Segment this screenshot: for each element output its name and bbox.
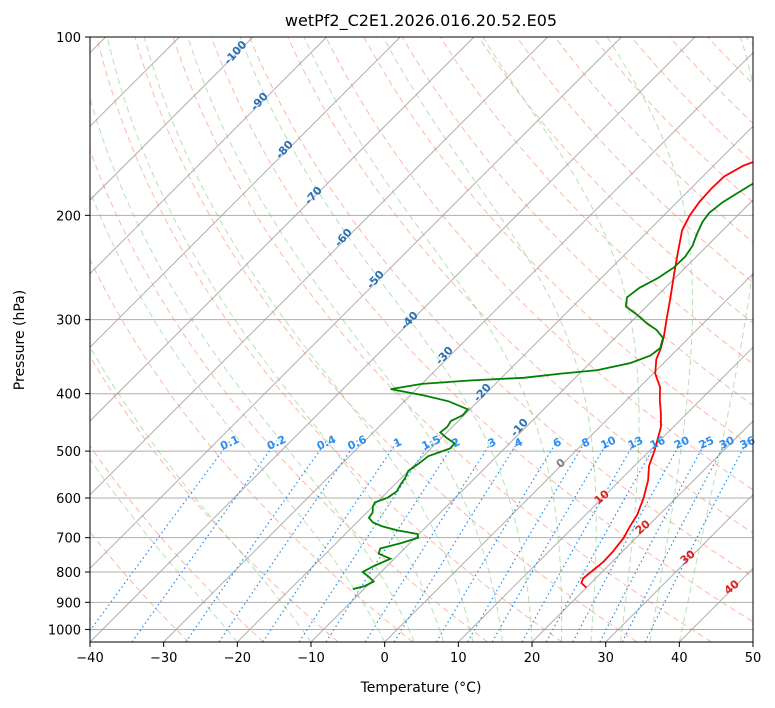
x-tick-label: 50 — [745, 651, 762, 666]
isotherm-line — [163, 51, 753, 642]
moist-adiabat-line — [303, 37, 563, 642]
mixing-ratio-line — [466, 440, 587, 642]
isotherm-line — [90, 37, 622, 570]
moist-adiabat-line — [482, 37, 640, 642]
mixing-ratio-line — [185, 440, 328, 642]
y-tick-label: 200 — [56, 209, 81, 224]
mixing-ratio-line — [621, 440, 728, 642]
x-axis-label: Temperature (°C) — [360, 680, 482, 696]
moist-adiabat-line — [106, 37, 445, 642]
y-tick-label: 400 — [56, 388, 81, 403]
isotherm-line — [90, 37, 328, 275]
mixing-ratio-line — [521, 440, 637, 642]
y-tick-label: 300 — [56, 314, 81, 329]
dry-adiabat-line — [134, 37, 638, 642]
x-tick-label: 40 — [671, 651, 688, 666]
y-tick-label: 900 — [56, 596, 81, 611]
isotherm-line — [90, 37, 696, 642]
moist-adiabat-line — [678, 37, 753, 642]
dry-adiabat-line — [90, 258, 414, 642]
x-tick-label: 10 — [450, 651, 467, 666]
chart-title: wetPf2_C2E1.2026.016.20.52.E05 — [285, 11, 557, 31]
dry-adiabat-line — [287, 37, 753, 534]
moist-adiabat-line — [143, 37, 474, 642]
moist-adiabat-line — [90, 189, 386, 642]
isotherm-line — [90, 37, 254, 201]
moist-adiabat-line — [90, 346, 312, 642]
isotherm-line — [236, 125, 753, 642]
x-tick-label: −10 — [297, 651, 324, 666]
y-axis-label: Pressure (hPa) — [12, 290, 28, 390]
moist-adiabat-line — [90, 458, 238, 642]
moist-adiabat-line — [90, 96, 415, 642]
axes: −40 −30 −20 −10 0 10 20 30 40 50 100 200 300 400 500 60… — [48, 31, 761, 666]
mixing-ratio-label: 13 — [626, 434, 645, 452]
isotherm-line — [90, 37, 475, 422]
plot-frame — [89, 36, 754, 643]
y-tick-label: 700 — [56, 532, 81, 547]
isotherm-line — [90, 37, 549, 496]
x-tick-label: −40 — [76, 651, 103, 666]
dry-adiabat-line — [325, 37, 753, 491]
mixing-ratio-line — [298, 440, 432, 642]
isotherm-line — [90, 37, 401, 349]
isotherm-line — [531, 420, 753, 642]
dewpoint-profile — [352, 182, 753, 590]
moist-adiabat-line — [606, 37, 693, 642]
dry-adiabat-line — [516, 37, 753, 284]
mixing-ratio-line — [491, 440, 609, 642]
mixing-ratio-line — [545, 440, 659, 642]
profile-series — [352, 161, 753, 590]
background-lines — [90, 37, 753, 642]
x-tick-label: 0 — [381, 651, 389, 666]
dry-adiabat-line — [172, 37, 712, 642]
isotherm-line — [384, 272, 753, 642]
y-tick-label: 100 — [56, 31, 81, 46]
x-tick-label: 30 — [597, 651, 614, 666]
moist-adiabat-line — [187, 37, 503, 642]
isotherm-line — [310, 199, 753, 642]
dry-adiabat-line — [96, 37, 563, 642]
isotherm-line — [605, 493, 753, 642]
dry-adiabat-line — [249, 37, 753, 578]
mixing-ratio-label: 25 — [697, 434, 716, 452]
mixing-ratio-label: 16 — [648, 434, 668, 452]
y-tick-label: 800 — [56, 566, 81, 581]
mixing-ratio-line — [572, 440, 683, 642]
y-tick-label: 500 — [56, 445, 81, 460]
isotherm-line — [457, 346, 753, 642]
y-tick-label: 1000 — [48, 623, 81, 638]
y-tick-label: 600 — [56, 492, 81, 507]
moist-adiabat-line — [382, 37, 597, 642]
x-tick-label: 20 — [524, 651, 541, 666]
mixing-ratio-label: 20 — [672, 434, 692, 452]
dry-adiabat-line — [90, 445, 264, 642]
mixing-ratio-line — [435, 440, 558, 642]
x-tick-label: −30 — [150, 651, 177, 666]
moist-adiabat-line — [239, 37, 533, 642]
x-tick-label: −20 — [224, 651, 251, 666]
mixing-ratio-line — [644, 440, 748, 642]
mixing-ratio-label: 10 — [599, 434, 619, 452]
temperature-profile — [580, 161, 753, 589]
mixing-ratio-line — [131, 440, 278, 642]
mixing-ratio-line — [393, 440, 520, 642]
mixing-ratio-label: 30 — [717, 434, 737, 452]
mixing-ratio-line — [599, 440, 707, 642]
dry-adiabat-line — [210, 37, 753, 623]
mixing-ratio-line — [364, 440, 493, 642]
